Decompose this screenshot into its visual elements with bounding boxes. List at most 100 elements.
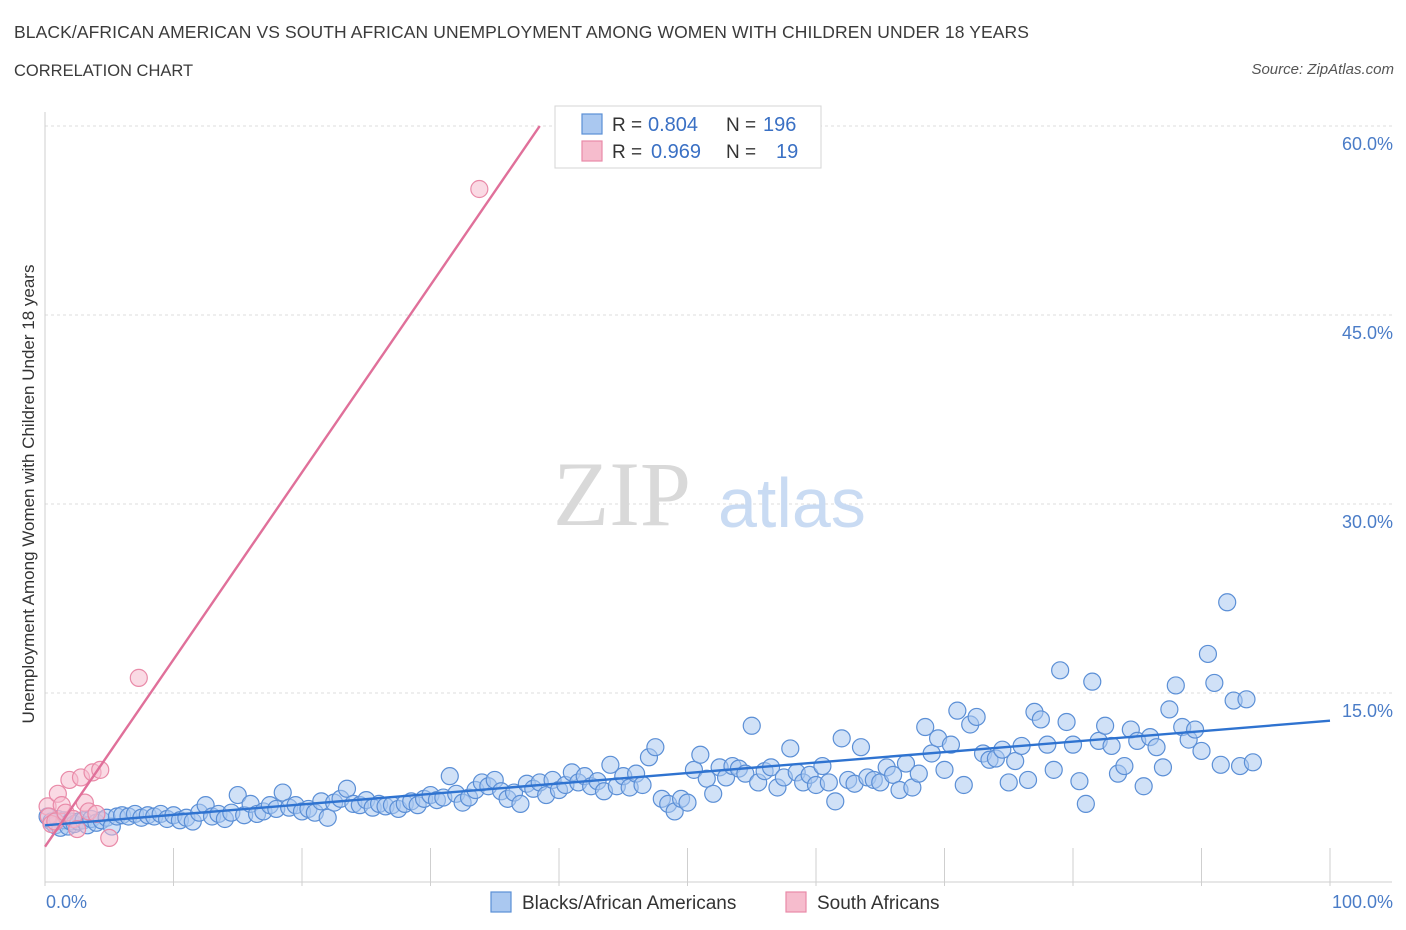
blacks-point-147 <box>941 735 961 754</box>
blacks-point-151 <box>967 707 986 727</box>
blacks-point-148 <box>948 701 967 720</box>
blacks-point-185 <box>1185 720 1205 739</box>
blacks-point-157 <box>1006 751 1025 771</box>
blacks-point-80 <box>511 794 530 813</box>
blacks-point-107 <box>684 760 704 779</box>
blacks-point-188 <box>1205 673 1224 693</box>
series-south-africans-points <box>38 179 489 848</box>
blacks-point-159 <box>1018 770 1038 790</box>
trend-line-south-africans <box>44 125 541 848</box>
blacks-point-167 <box>1070 772 1089 791</box>
blacks-point-109 <box>697 769 716 788</box>
bottom-legend-label-blue: Blacks/African Americans <box>522 893 736 914</box>
blacks-point-142 <box>909 764 928 783</box>
blacks-point-181 <box>1160 700 1179 719</box>
south-africans-point-18 <box>470 179 489 199</box>
blacks-point-161 <box>1031 710 1050 729</box>
legend-n-label-pink: N = <box>726 142 756 163</box>
south-africans-point-16 <box>100 828 119 848</box>
blacks-point-186 <box>1192 741 1211 761</box>
blacks-point-94 <box>601 755 620 774</box>
y-tick-label-3: 60.0% <box>1342 134 1393 154</box>
legend-swatch-pink <box>581 140 603 162</box>
blacks-point-163 <box>1044 760 1063 779</box>
blacks-point-180 <box>1153 758 1173 777</box>
blacks-point-122 <box>781 739 800 758</box>
blacks-point-130 <box>832 729 851 748</box>
blacks-point-127 <box>813 756 832 776</box>
blacks-point-108 <box>691 745 710 764</box>
blacks-point-128 <box>819 773 838 792</box>
y-tick-label-2: 45.0% <box>1342 323 1393 343</box>
south-africans-point-14 <box>87 804 106 824</box>
blacks-point-164 <box>1051 661 1070 680</box>
watermark: ZIP atlas <box>553 443 866 545</box>
source-credit: Source: ZipAtlas.com <box>1251 61 1394 78</box>
blacks-point-143 <box>916 717 935 737</box>
axes <box>44 112 1392 886</box>
watermark-zip: ZIP <box>553 443 691 545</box>
legend-n-value-pink: 19 <box>776 141 798 163</box>
bottom-legend-swatch-pink <box>785 891 807 913</box>
blacks-point-43 <box>273 783 292 802</box>
blacks-point-106 <box>678 793 697 812</box>
blacks-point-169 <box>1083 672 1102 691</box>
blacks-point-179 <box>1147 738 1166 757</box>
blacks-point-110 <box>704 784 723 803</box>
stats-legend: R = 0.804 N = 196 R = 0.969 N = 19 <box>554 105 822 169</box>
blacks-point-166 <box>1063 735 1083 754</box>
legend-r-label-blue: R = <box>612 115 642 136</box>
blacks-point-138 <box>883 765 903 785</box>
watermark-atlas: atlas <box>718 464 866 542</box>
y-tick-label-0: 15.0% <box>1342 701 1393 721</box>
series-blacks-points <box>38 593 1263 837</box>
chart-title: BLACK/AFRICAN AMERICAN VS SOUTH AFRICAN … <box>14 22 1030 42</box>
bottom-legend-swatch-blue <box>490 891 512 913</box>
legend-r-value-blue: 0.804 <box>648 114 698 136</box>
legend-n-label-blue: N = <box>726 115 756 136</box>
y-tick-labels: 15.0% 30.0% 45.0% 60.0% <box>1342 134 1393 721</box>
x-tick-label-1: 100.0% <box>1332 892 1393 912</box>
blacks-point-177 <box>1134 777 1153 796</box>
south-africans-point-17 <box>129 668 148 687</box>
blacks-point-146 <box>935 760 954 779</box>
x-tick-labels: 0.0% 100.0% <box>46 892 1393 912</box>
blacks-point-165 <box>1057 712 1076 732</box>
bottom-legend-label-pink: South Africans <box>817 893 940 914</box>
legend-r-label-pink: R = <box>612 142 642 163</box>
blacks-point-149 <box>954 775 973 795</box>
grid-lines <box>45 125 1392 694</box>
blacks-point-99 <box>633 775 652 795</box>
blacks-point-50 <box>318 808 337 827</box>
blacks-point-193 <box>1237 690 1256 709</box>
trend-lines <box>44 125 1331 848</box>
south-africans-point-9 <box>68 819 87 839</box>
chart-subtitle: CORRELATION CHART <box>14 62 194 80</box>
trend-line-blacks <box>44 719 1331 827</box>
blacks-point-171 <box>1096 716 1115 735</box>
blacks-point-182 <box>1166 676 1185 695</box>
blacks-point-69 <box>440 767 459 786</box>
blacks-point-156 <box>999 773 1018 792</box>
x-tick-label-0: 0.0% <box>46 892 87 912</box>
blacks-point-194 <box>1243 753 1263 772</box>
blacks-point-101 <box>646 738 665 757</box>
blacks-point-168 <box>1076 794 1095 813</box>
blacks-point-187 <box>1198 644 1218 664</box>
blacks-point-36 <box>228 785 247 805</box>
blacks-point-189 <box>1211 755 1230 774</box>
blacks-point-116 <box>742 716 761 735</box>
blacks-point-155 <box>993 740 1012 759</box>
legend-swatch-blue <box>581 113 603 135</box>
y-tick-label-1: 30.0% <box>1342 512 1393 532</box>
legend-n-value-blue: 196 <box>763 114 796 136</box>
blacks-point-133 <box>851 738 871 757</box>
blacks-point-190 <box>1218 593 1237 612</box>
legend-r-value-pink: 0.969 <box>651 141 701 163</box>
blacks-point-53 <box>337 779 357 798</box>
y-axis-label: Unemployment Among Women with Children U… <box>19 265 38 724</box>
blacks-point-129 <box>826 792 845 811</box>
series-legend: Blacks/African Americans South Africans <box>490 891 940 914</box>
blacks-point-174 <box>1115 756 1134 776</box>
